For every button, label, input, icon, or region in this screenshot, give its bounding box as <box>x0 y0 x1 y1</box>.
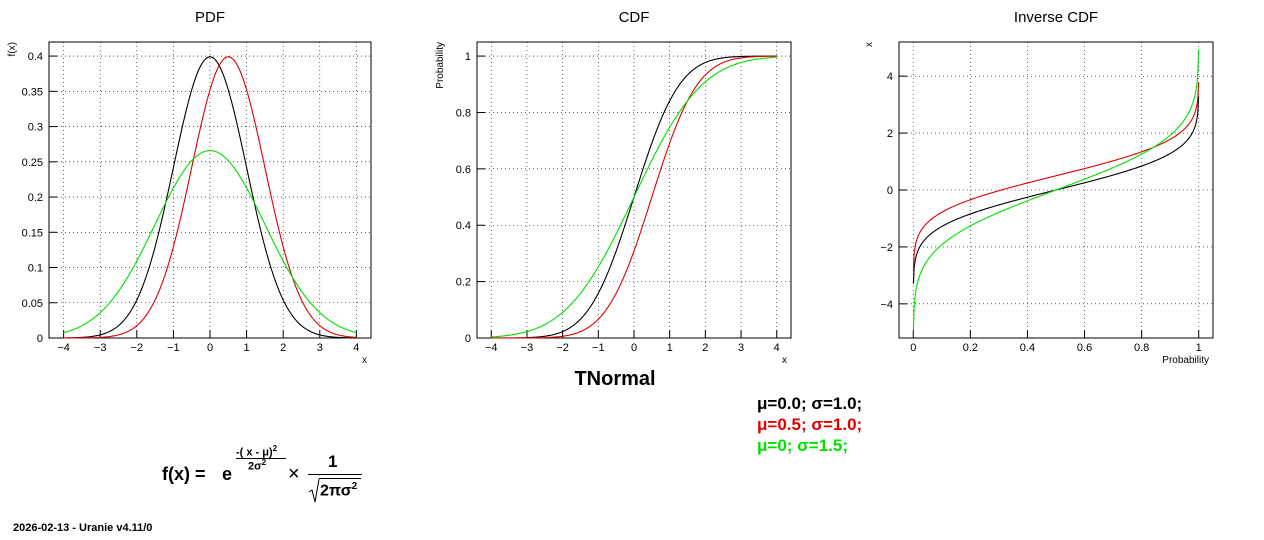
formula-frac-bar <box>308 474 362 475</box>
x-tick-label: 4 <box>774 342 780 354</box>
y-tick-label: 0 <box>887 185 893 197</box>
series-line-3 <box>63 150 357 334</box>
legend-entry-3: μ=0; σ=1.5; <box>757 436 849 455</box>
y-tick-label: 0.6 <box>456 164 471 176</box>
y-tick-label: −2 <box>880 242 893 254</box>
legend-entry-2: μ=0.5; σ=1.0; <box>757 415 863 434</box>
x-tick-label: 0.8 <box>1134 342 1149 354</box>
formula-exp-num-sup: 2 <box>272 444 278 453</box>
y-tick-label: 0.4 <box>456 220 471 232</box>
x-tick-label: 0 <box>207 342 213 354</box>
panel-title: PDF <box>195 9 225 26</box>
legend: μ=0.0; σ=1.0; μ=0.5; σ=1.0; μ=0; σ=1.5; <box>757 393 862 456</box>
x-axis-label: x <box>782 355 787 366</box>
y-tick-label: 0.05 <box>22 298 43 310</box>
y-tick-label: 0.15 <box>22 227 43 239</box>
plot-panel-3: Inverse CDF 0 0.2 0.4 0.6 0.8 1 −4 −2 0 2 4 Probabil… <box>864 9 1214 366</box>
x-tick-label: 2 <box>280 342 286 354</box>
formula-times: × <box>288 463 300 485</box>
series-line-2 <box>912 82 1200 270</box>
y-tick-label: 4 <box>887 71 893 83</box>
panel-title: Inverse CDF <box>1014 9 1098 26</box>
sqrt-overline <box>319 478 361 479</box>
formula-base: e <box>222 464 233 484</box>
plot-panel-1: PDF −4 −3 −2 −1 0 1 2 3 4 0 0.05 0.1 0.15 0.2 0.25 0.3 0.… <box>7 9 372 366</box>
y-tick-label: 0.2 <box>456 277 471 289</box>
x-tick-label: −2 <box>556 342 569 354</box>
x-tick-label: 1 <box>667 342 673 354</box>
x-tick-label: −1 <box>592 342 605 354</box>
sqrt-icon <box>308 478 320 503</box>
x-tick-label: 2 <box>702 342 708 354</box>
formula-lhs: f(x) = <box>162 464 206 484</box>
panel-title: CDF <box>619 9 650 26</box>
series-line-3 <box>912 49 1200 331</box>
footer: 2026-02-13 - Uranie v4.11/0 <box>13 522 153 534</box>
y-tick-label: 0 <box>37 333 43 345</box>
y-tick-label: 0.1 <box>28 263 43 275</box>
x-tick-label: −3 <box>94 342 107 354</box>
x-tick-label: −4 <box>485 342 498 354</box>
y-tick-label: 0 <box>465 333 471 345</box>
x-tick-label: 4 <box>353 342 359 354</box>
y-axis-label: x <box>864 42 875 47</box>
x-tick-label: 3 <box>317 342 323 354</box>
x-axis-label: x <box>362 355 367 366</box>
formula-exp-den-text: 2σ <box>248 460 262 473</box>
x-tick-label: −2 <box>131 342 144 354</box>
y-tick-label: 1 <box>465 51 471 63</box>
x-tick-label: 1 <box>244 342 250 354</box>
y-tick-label: 0.4 <box>28 51 43 63</box>
formula: f(x) = e -( x - μ)2 2σ2 × 1 2πσ2 <box>150 440 390 510</box>
legend-entry-1: μ=0.0; σ=1.0; <box>757 394 863 413</box>
y-axis-label: Probability <box>435 42 446 89</box>
x-tick-label: 0.4 <box>1020 342 1035 354</box>
x-tick-label: 3 <box>738 342 744 354</box>
series-line-2 <box>63 56 357 339</box>
x-tick-label: 0.6 <box>1077 342 1092 354</box>
y-tick-label: 0.8 <box>456 107 471 119</box>
y-tick-label: 0.25 <box>22 157 43 169</box>
y-tick-label: 0.2 <box>28 192 43 204</box>
x-tick-label: −4 <box>57 342 70 354</box>
y-tick-label: 0.35 <box>22 86 43 98</box>
formula-exp-num-text: -( x - μ) <box>236 446 273 459</box>
y-tick-label: 2 <box>887 128 893 140</box>
y-tick-label: 0.3 <box>28 122 43 134</box>
x-tick-label: 1 <box>1196 342 1202 354</box>
main-title: TNormal <box>574 368 656 390</box>
series-line-3 <box>491 56 777 338</box>
x-tick-label: 0 <box>910 342 916 354</box>
formula-frac-den: 2πσ2 <box>320 481 357 500</box>
formula-exp-num: -( x - μ)2 <box>236 444 277 459</box>
formula-frac-num: 1 <box>328 452 338 471</box>
formula-exp-den: 2σ2 <box>248 458 266 473</box>
x-tick-label: −3 <box>521 342 534 354</box>
x-axis-label: Probability <box>1162 355 1209 366</box>
x-tick-label: −1 <box>167 342 180 354</box>
series-line-1 <box>63 56 357 339</box>
formula-exp-den-sup: 2 <box>261 458 267 467</box>
formula-frac-den-sup: 2 <box>351 481 358 492</box>
x-tick-label: 0 <box>631 342 637 354</box>
y-tick-label: −4 <box>880 299 893 311</box>
series-line-2 <box>491 55 777 339</box>
x-tick-label: 0.2 <box>963 342 978 354</box>
y-axis-label: f(x) <box>7 42 18 56</box>
plot-panel-2: CDF −4 −3 −2 −1 0 1 2 3 4 0 0.2 0.4 0.6 0.8 1 x Probabili… <box>435 9 792 366</box>
formula-exp-bar <box>236 458 286 459</box>
formula-frac-den-text: 2πσ <box>320 482 352 500</box>
